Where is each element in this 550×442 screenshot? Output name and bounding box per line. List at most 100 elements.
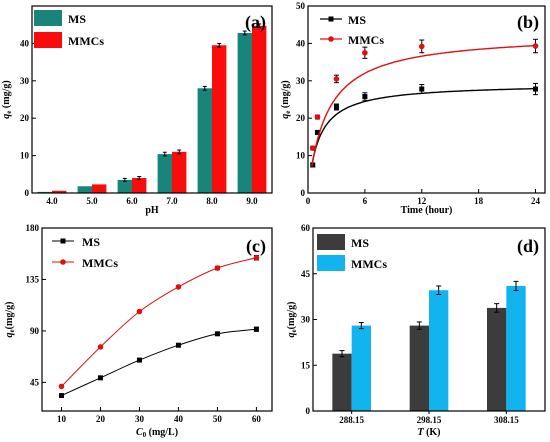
a-ytick-label: 40 — [20, 38, 30, 48]
panel-a: 4.0 5.0 6.0 7.0 8.0 9.0 0 10 20 30 40 pH qe (mg/g) MS… — [1, 5, 273, 216]
c-ytick-label: 90 — [30, 326, 40, 336]
b-xtick-label: 0 — [306, 196, 311, 206]
b-panel-label: (b) — [517, 12, 539, 33]
b-point-ms — [419, 86, 425, 92]
b-point-mmcs — [362, 49, 368, 56]
c-point-mmcs — [214, 265, 221, 271]
a-ylabel: qe (mg/g) — [1, 80, 13, 118]
c-xtick-label: 20 — [96, 414, 106, 424]
c-point-mmcs — [58, 383, 65, 390]
b-point-ms — [362, 94, 368, 100]
b-legend-label: MS — [348, 13, 366, 27]
a-bar-ms — [117, 179, 132, 193]
d-bar-mmcs — [351, 325, 371, 411]
b-point-mmcs — [314, 114, 321, 120]
a-bar-ms — [197, 88, 212, 193]
a-xtick-label: 5.0 — [86, 196, 98, 206]
b-frame — [307, 5, 546, 194]
b-ylabel: qe (mg/g) — [280, 80, 292, 118]
b-xtick-label: 6 — [363, 196, 368, 206]
a-bar-ms — [157, 154, 172, 193]
a-xlabel: pH — [145, 205, 159, 216]
a-xtick-label: 7.0 — [166, 196, 178, 206]
d-ylabel: qe(mg/g) — [286, 302, 298, 338]
a-xtick-label: 6.0 — [126, 196, 138, 206]
c-line-ms — [61, 328, 257, 397]
c-line-mmcs — [61, 257, 257, 387]
b-xtick-label: 12 — [417, 196, 427, 206]
c-legend-marker — [60, 238, 66, 244]
a-panel-label: (a) — [245, 12, 266, 33]
c-panel-label: (c) — [246, 236, 266, 257]
c-frame — [41, 227, 273, 412]
d-xlabel: T (K) — [417, 427, 440, 438]
d-legend-label: MS — [351, 236, 369, 250]
c-xtick-label: 40 — [174, 414, 184, 424]
c-ylabel: qe(mg/g) — [4, 302, 16, 338]
b-fit-mmcs — [311, 44, 536, 167]
d-ytick-label: 30 — [301, 315, 311, 325]
a-frame — [31, 5, 273, 194]
d-ytick-label: 60 — [301, 223, 311, 233]
d-legend-swatch — [317, 234, 345, 250]
a-bar-ms — [237, 32, 252, 193]
c-xtick-label: 60 — [252, 414, 262, 424]
b-point-mmcs — [532, 43, 539, 49]
b-point-ms — [533, 86, 539, 92]
b-point-ms — [333, 104, 339, 110]
d-ytick-label: 0 — [306, 406, 311, 416]
a-ytick-label: 20 — [20, 113, 30, 123]
c-point-mmcs — [97, 344, 104, 350]
d-bar-ms — [332, 353, 352, 411]
b-xtick-label: 18 — [474, 196, 484, 206]
a-ytick-label: 10 — [20, 151, 30, 161]
a-xtick-label: 9.0 — [246, 196, 258, 206]
b-ytick-label: 40 — [296, 38, 306, 48]
b-fit-ms — [311, 88, 536, 166]
c-ytick-label: 180 — [26, 223, 40, 233]
a-ytick-label: 0 — [25, 188, 30, 198]
a-ytick-label: 30 — [20, 76, 30, 86]
b-ytick-label: 50 — [296, 1, 306, 11]
c-xtick-label: 30 — [135, 414, 145, 424]
a-xtick-label: 8.0 — [206, 196, 218, 206]
c-point-mmcs — [175, 284, 182, 290]
d-xtick-label: 288.15 — [339, 415, 364, 425]
b-point-mmcs — [333, 76, 340, 82]
b-legend-marker — [328, 16, 334, 22]
c-legend-marker — [60, 259, 66, 265]
a-bar-mmcs — [52, 190, 67, 193]
a-bar-mmcs — [132, 178, 147, 193]
d-bar-ms — [487, 307, 507, 411]
b-ytick-label: 20 — [296, 113, 306, 123]
c-ytick-label: 45 — [30, 377, 40, 387]
a-legend-swatch — [34, 10, 62, 26]
c-point-ms — [214, 331, 220, 337]
d-xtick-label: 308.15 — [494, 415, 519, 425]
d-legend-label: MMCs — [351, 257, 387, 271]
b-point-mmcs — [309, 145, 316, 151]
d-bar-mmcs — [506, 285, 526, 411]
c-legend-label: MMCs — [82, 256, 118, 270]
d-panel-label: (d) — [517, 236, 539, 257]
c-legend-label: MS — [82, 235, 100, 249]
panel-c: 45 90 135 180 10 20 30 40 50 60 C0 (mg/L) qe(mg/g) M… — [4, 223, 273, 439]
a-legend-swatch — [34, 32, 62, 48]
b-ytick-label: 0 — [301, 188, 306, 198]
c-xtick-label: 50 — [213, 414, 223, 424]
a-bar-mmcs — [212, 45, 227, 193]
b-ytick-label: 10 — [296, 151, 306, 161]
c-point-ms — [136, 357, 142, 363]
a-bar-ms — [77, 186, 92, 193]
panel-b: 0 10 20 30 40 50 0 6 12 18 24 Time (hour) qe (mg/g) M… — [280, 1, 546, 216]
a-bar-mmcs — [172, 151, 187, 193]
b-xtick-label: 24 — [531, 196, 541, 206]
a-xtick-label: 4.0 — [46, 196, 58, 206]
b-legend-marker — [328, 36, 334, 42]
d-ytick-label: 15 — [301, 360, 311, 370]
d-legend-swatch — [317, 255, 345, 271]
a-bar-mmcs — [92, 184, 107, 193]
c-point-ms — [58, 393, 64, 399]
c-point-ms — [253, 326, 259, 332]
